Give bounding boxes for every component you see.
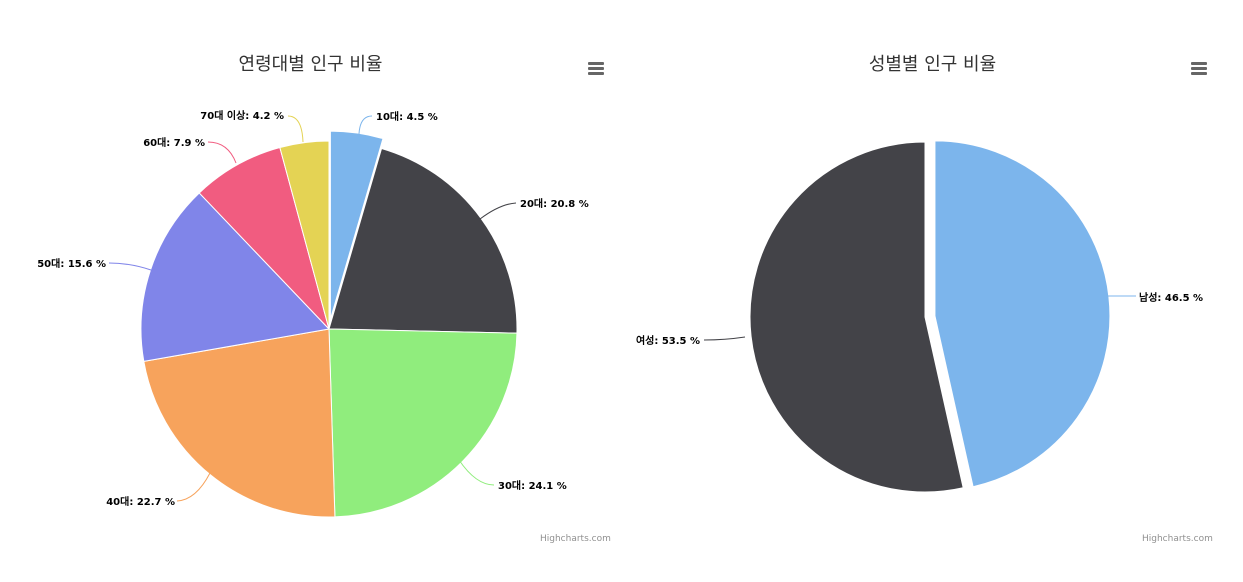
pie-slice-2[interactable] xyxy=(328,328,518,518)
connector-line xyxy=(703,336,746,341)
pie-slice-0[interactable] xyxy=(329,130,384,320)
data-label: 30대: 24.1 % xyxy=(498,479,567,492)
pie-slice-1[interactable] xyxy=(328,147,518,334)
data-label: 10대: 4.5 % xyxy=(376,110,438,123)
connector-line xyxy=(207,141,237,164)
pie-slice-3[interactable] xyxy=(143,328,336,518)
data-label: 60대: 7.9 % xyxy=(143,136,205,149)
connector-line xyxy=(358,115,373,135)
connector-line xyxy=(479,202,517,220)
data-label: 40대: 22.7 % xyxy=(106,495,175,508)
connector-line xyxy=(108,262,152,271)
credits-link[interactable]: Highcharts.com xyxy=(1142,534,1213,544)
connector-line xyxy=(287,115,304,143)
age-chart-panel: 연령대별 인구 비율 10대: 4.5 % 20대: 20.8 % 30대: 24.… xyxy=(0,0,621,582)
gender-chart-panel: 성별별 인구 비율 남성: 46.5 % 여성: 53.5 % Highchart… xyxy=(622,0,1243,582)
data-label: 50대: 15.6 % xyxy=(37,257,106,270)
pie-slice-5[interactable] xyxy=(198,147,330,330)
data-label: 70대 이상: 4.2 % xyxy=(200,109,284,122)
chart-menu-icon[interactable] xyxy=(1189,60,1209,78)
chart-menu-icon[interactable] xyxy=(586,60,606,78)
gender-pie-chart: 남성: 46.5 % 여성: 53.5 % xyxy=(636,140,1203,493)
age-pie-chart: 10대: 4.5 % 20대: 20.8 % 30대: 24.1 % 40대: 22.… xyxy=(37,109,589,518)
pie-slice-6[interactable] xyxy=(279,140,330,330)
data-label: 남성: 46.5 % xyxy=(1139,291,1203,304)
pie-slice-0[interactable] xyxy=(934,140,1111,488)
connector-line xyxy=(458,459,495,486)
chart-title: 성별별 인구 비율 xyxy=(868,54,997,75)
chart-title: 연령대별 인구 비율 xyxy=(238,54,383,75)
pie-slice-1[interactable] xyxy=(749,141,964,493)
data-label: 20대: 20.8 % xyxy=(520,197,589,210)
data-label: 여성: 53.5 % xyxy=(636,334,700,347)
credits-link[interactable]: Highcharts.com xyxy=(540,534,611,544)
connector-line xyxy=(176,472,211,502)
